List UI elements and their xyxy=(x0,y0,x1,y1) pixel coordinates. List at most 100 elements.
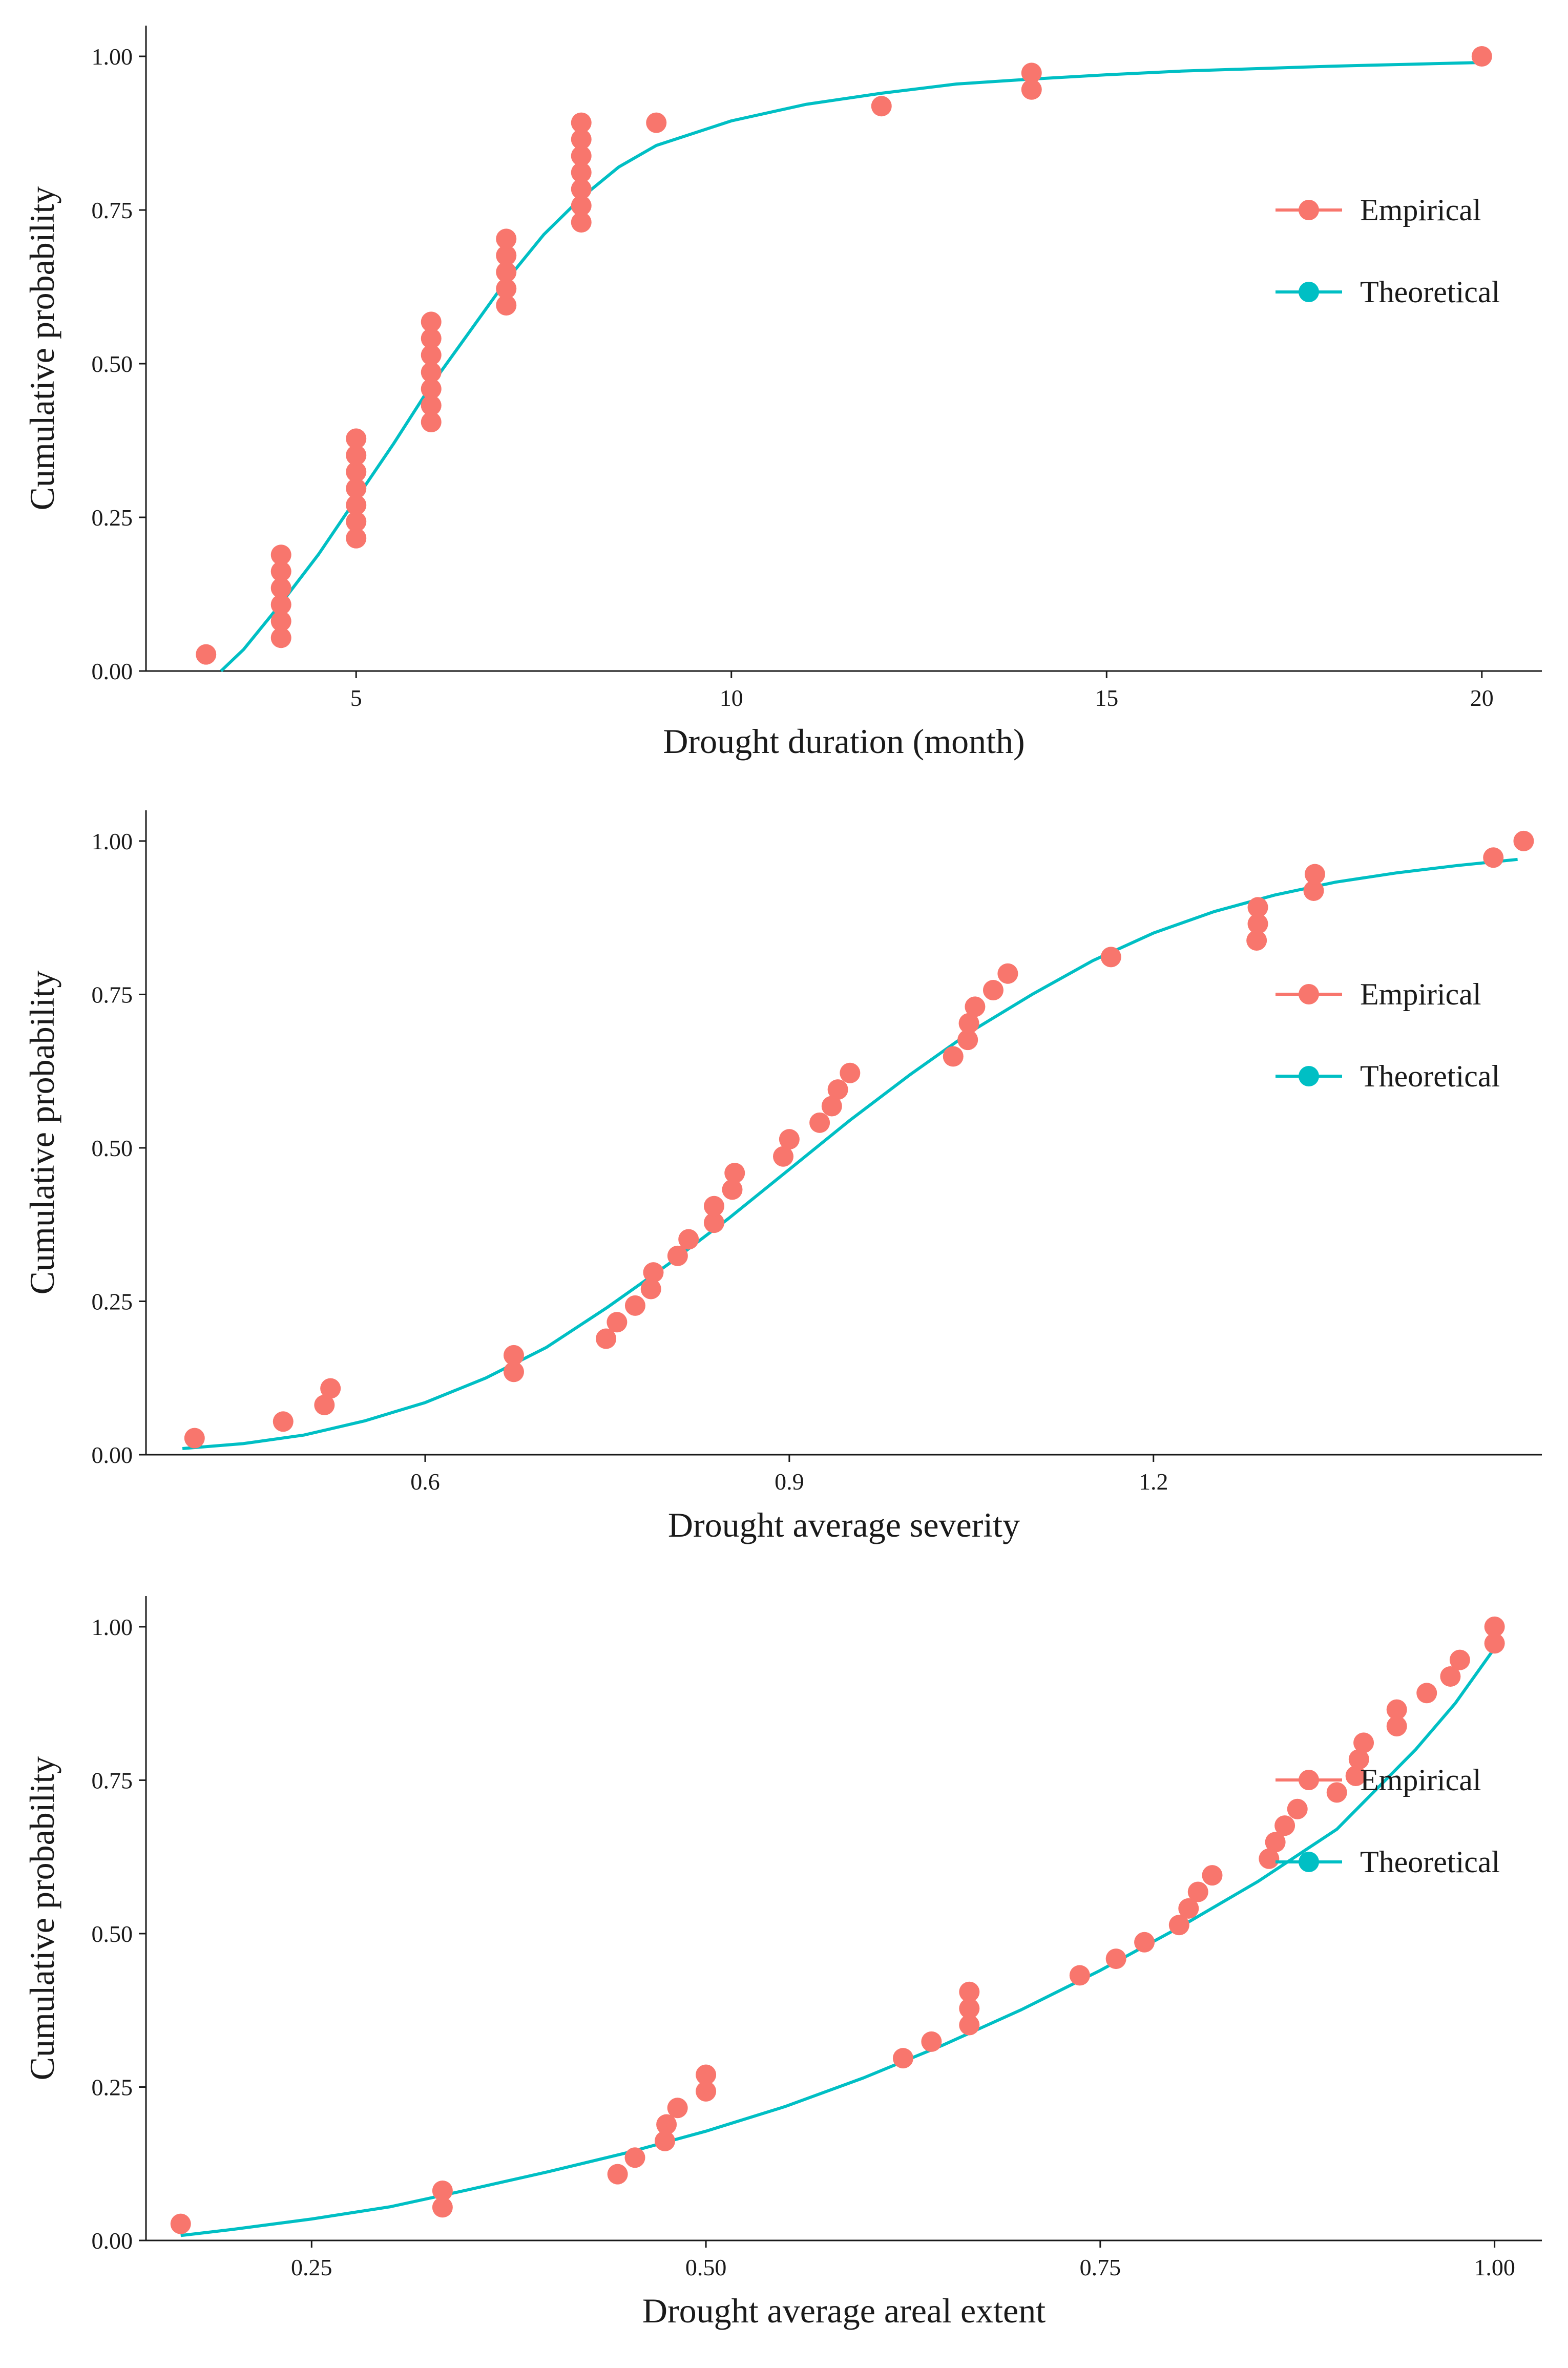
legend-empirical-label: Empirical xyxy=(1360,1763,1481,1797)
empirical-point xyxy=(1021,62,1042,83)
empirical-point xyxy=(959,1981,980,2002)
empirical-point xyxy=(496,228,517,249)
severity-cdf-panel: 0.00 0.25 0.50 0.75 1.00 0.6 0.9 1.2 Drought ave… xyxy=(23,810,1542,1544)
empirical-point xyxy=(678,1229,699,1250)
legend: Empirical Theoretical xyxy=(1276,1763,1500,1879)
legend-theoretical-point-icon xyxy=(1299,1066,1319,1086)
empirical-point xyxy=(421,311,442,332)
empirical-point xyxy=(1304,864,1325,885)
empirical-point xyxy=(270,544,291,565)
empirical-point xyxy=(571,162,592,183)
empirical-point xyxy=(503,1361,524,1382)
x-tick-label: 0.75 xyxy=(1080,2254,1121,2280)
empirical-point xyxy=(1440,1666,1461,1687)
empirical-point xyxy=(667,1245,688,1266)
empirical-point xyxy=(809,1112,830,1133)
empirical-point xyxy=(696,2064,717,2085)
empirical-point xyxy=(421,412,442,432)
empirical-point xyxy=(1274,1815,1295,1836)
y-tick-label: 0.50 xyxy=(92,351,133,377)
empirical-point xyxy=(1202,1865,1223,1886)
empirical-point xyxy=(1386,1715,1407,1736)
empirical-point xyxy=(607,1312,628,1333)
x-axis-title: Drought average severity xyxy=(668,1505,1020,1544)
empirical-point xyxy=(1247,913,1268,934)
empirical-point xyxy=(656,2114,677,2135)
x-axis-title: Drought duration (month) xyxy=(663,722,1025,761)
y-tick-label: 1.00 xyxy=(92,44,133,70)
empirical-point xyxy=(1187,1881,1208,1902)
empirical-point xyxy=(821,1096,842,1117)
empirical-point xyxy=(421,328,442,349)
empirical-point xyxy=(496,245,517,266)
empirical-point xyxy=(696,2081,717,2102)
empirical-point xyxy=(1265,1832,1286,1853)
y-axis-title: Cumulative probability xyxy=(23,1756,61,2081)
empirical-point xyxy=(959,1998,980,2019)
empirical-point xyxy=(314,1394,335,1415)
empirical-point xyxy=(496,262,517,283)
empirical-point xyxy=(1021,79,1042,100)
empirical-point xyxy=(1353,1732,1374,1753)
empirical-point xyxy=(646,112,667,133)
empirical-point xyxy=(1484,1616,1505,1637)
empirical-point xyxy=(1134,1932,1155,1953)
y-tick-label: 0.25 xyxy=(92,2074,133,2100)
empirical-point xyxy=(773,1146,794,1167)
areal-extent-cdf-panel: 0.00 0.25 0.50 0.75 1.00 0.25 0.50 0.75 1.00 Drou… xyxy=(23,1596,1542,2330)
x-tick-label: 20 xyxy=(1470,685,1494,711)
empirical-point xyxy=(346,462,367,483)
y-tick-label: 0.25 xyxy=(92,505,133,531)
empirical-point xyxy=(196,644,217,665)
y-tick-label: 0.75 xyxy=(92,981,133,1008)
legend-theoretical-label: Theoretical xyxy=(1360,275,1500,309)
empirical-point xyxy=(421,362,442,383)
empirical-point xyxy=(640,1279,661,1300)
empirical-point xyxy=(270,594,291,615)
empirical-point xyxy=(270,611,291,632)
y-tick-label: 0.00 xyxy=(92,1442,133,1468)
empirical-point xyxy=(571,195,592,216)
theoretical-cdf-line xyxy=(182,857,1518,1450)
legend-empirical-point-icon xyxy=(1299,1770,1319,1790)
empirical-point xyxy=(643,1262,664,1283)
empirical-point xyxy=(346,445,367,466)
empirical-point xyxy=(871,96,892,117)
y-axis-title: Cumulative probability xyxy=(23,971,61,1295)
empirical-point xyxy=(503,1345,524,1366)
empirical-point xyxy=(432,2197,453,2218)
empirical-point xyxy=(170,2213,191,2234)
empirical-point xyxy=(346,528,367,549)
x-tick-label: 1.2 xyxy=(1139,1469,1168,1495)
empirical-point xyxy=(496,278,517,299)
empirical-point xyxy=(1471,46,1492,67)
empirical-point xyxy=(943,1046,964,1067)
empirical-point xyxy=(496,295,517,316)
empirical-point xyxy=(1246,930,1267,951)
y-tick-label: 0.50 xyxy=(92,1921,133,1947)
empirical-point xyxy=(1386,1699,1407,1720)
empirical-point xyxy=(1259,1848,1280,1869)
empirical-point xyxy=(827,1079,848,1100)
empirical-point xyxy=(624,1295,645,1316)
empirical-point xyxy=(724,1163,745,1184)
x-tick-label: 0.9 xyxy=(775,1469,804,1495)
empirical-point xyxy=(1168,1915,1189,1936)
legend-theoretical-label: Theoretical xyxy=(1360,1845,1500,1879)
empirical-point xyxy=(596,1328,617,1349)
empirical-point xyxy=(997,963,1018,984)
empirical-point xyxy=(982,980,1003,1001)
x-tick-label: 0.25 xyxy=(291,2254,332,2280)
empirical-point xyxy=(1416,1683,1437,1704)
empirical-point xyxy=(346,478,367,499)
empirical-point xyxy=(840,1062,861,1083)
empirical-point xyxy=(320,1378,341,1399)
legend-empirical-point-icon xyxy=(1299,200,1319,220)
y-tick-label: 0.00 xyxy=(92,658,133,684)
legend-theoretical-point-icon xyxy=(1299,1852,1319,1872)
empirical-point xyxy=(779,1129,800,1150)
y-tick-label: 0.75 xyxy=(92,1767,133,1793)
empirical-point xyxy=(273,1411,294,1432)
empirical-point xyxy=(957,1030,978,1051)
empirical-point xyxy=(607,2164,628,2185)
